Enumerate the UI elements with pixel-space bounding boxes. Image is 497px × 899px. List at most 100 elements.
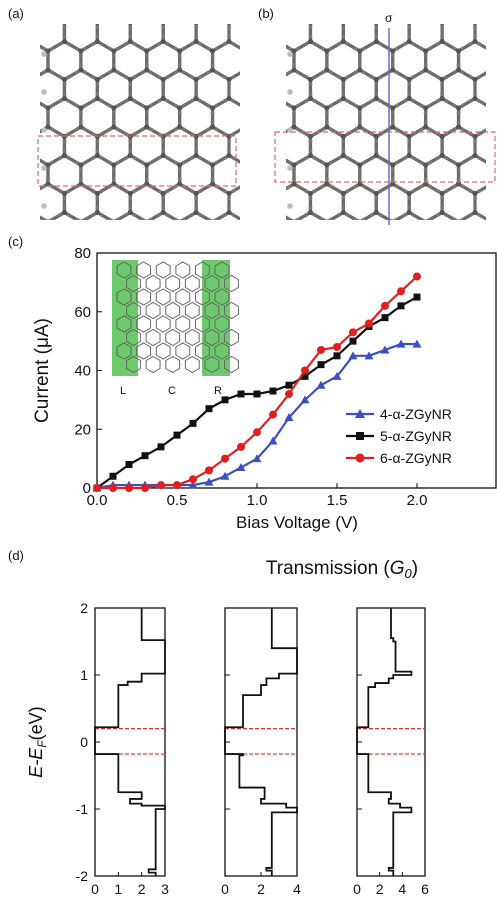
chain-atom	[62, 91, 67, 96]
carbon-atom	[160, 39, 166, 44]
chain-atom	[161, 205, 165, 210]
chain-atom	[460, 46, 465, 51]
chain-atom	[477, 156, 481, 160]
chain-atom	[308, 25, 313, 30]
chain-atom	[411, 189, 416, 193]
inset-hexagon	[165, 328, 181, 347]
data-point	[317, 361, 325, 369]
carbon-atom	[62, 191, 67, 196]
chain-atom	[460, 70, 465, 75]
carbon-atom	[177, 162, 183, 168]
chain-atom	[427, 184, 432, 189]
chain-atom	[112, 110, 116, 115]
carbon-atom	[45, 48, 51, 54]
chain-atom	[95, 25, 100, 30]
chain-atom	[124, 132, 128, 136]
carbon-atom	[177, 105, 183, 111]
carbon-atom	[357, 162, 363, 168]
chain-atom	[444, 42, 449, 46]
chain-atom	[58, 156, 63, 160]
chain-atom	[341, 139, 346, 144]
chain-atom	[190, 189, 194, 193]
chain-atom	[157, 156, 161, 160]
chain-atom	[116, 127, 120, 132]
structure-panel-a	[37, 24, 240, 220]
chain-atom	[341, 25, 346, 30]
chain-atom	[95, 205, 100, 210]
chain-atom	[304, 132, 309, 136]
y-tick-label: 40	[74, 363, 91, 380]
chain-atom	[194, 139, 198, 144]
carbon-atom	[340, 153, 346, 158]
chain-atom	[395, 103, 399, 108]
chain-atom	[341, 34, 346, 39]
data-point	[413, 272, 421, 281]
carbon-atom	[390, 105, 396, 111]
carbon-atom	[391, 219, 395, 220]
chain-atom	[239, 185, 240, 188]
carbon-atom	[127, 210, 133, 215]
chain-atom	[427, 70, 432, 75]
chain-atom	[149, 103, 153, 108]
carbon-atom	[144, 124, 150, 130]
inset-hexagon	[116, 261, 132, 279]
chain-atom	[419, 127, 424, 132]
chain-atom	[436, 189, 440, 193]
chain-atom	[329, 217, 333, 220]
chain-atom	[58, 132, 63, 136]
transmission-curve	[224, 608, 298, 876]
chain-atom	[320, 160, 325, 165]
chain-atom	[99, 42, 104, 46]
carbon-atom	[193, 191, 199, 196]
chain-atom	[206, 127, 211, 132]
chain-atom	[140, 217, 145, 220]
carbon-atom	[210, 162, 215, 168]
carbon-atom	[78, 48, 84, 54]
chain-atom	[157, 42, 161, 46]
carbon-atom	[94, 153, 100, 158]
chain-atom	[231, 75, 235, 79]
carbon-atom	[390, 67, 396, 73]
chain-atom	[374, 205, 379, 210]
chain-atom	[411, 132, 416, 136]
hydrogen-atom	[287, 165, 293, 171]
chain-atom	[58, 189, 63, 193]
carbon-atom	[374, 24, 379, 25]
chain-atom	[124, 99, 128, 103]
data-point	[413, 293, 421, 301]
chain-atom	[177, 53, 182, 58]
carbon-atom	[407, 24, 412, 25]
carbon-atom	[423, 48, 429, 54]
chain-atom	[362, 217, 366, 220]
carbon-atom	[111, 48, 117, 54]
chain-atom	[452, 70, 457, 75]
chain-atom	[79, 167, 83, 172]
chain-atom	[198, 189, 203, 193]
chain-atom	[140, 103, 145, 108]
chain-atom	[469, 42, 473, 46]
chain-atom	[312, 42, 317, 46]
transmission-curve	[94, 608, 166, 876]
carbon-atom	[423, 105, 429, 111]
chain-atom	[99, 189, 104, 193]
carbon-atom	[210, 48, 215, 54]
chain-atom	[444, 156, 449, 160]
carbon-atom	[440, 24, 444, 25]
chain-atom	[223, 75, 227, 79]
chain-atom	[95, 139, 100, 144]
inset-hexagon	[126, 274, 141, 293]
chain-atom	[214, 46, 219, 51]
chain-atom	[181, 46, 186, 51]
carbon-atom	[291, 67, 297, 73]
chain-atom	[91, 189, 96, 193]
carbon-atom	[177, 67, 183, 73]
chain-atom	[161, 91, 165, 96]
data-point	[301, 366, 309, 375]
carbon-atom	[472, 191, 478, 196]
y-tick-label: -1	[76, 801, 89, 817]
chain-atom	[165, 75, 170, 79]
chain-atom	[144, 177, 149, 182]
chain-atom	[296, 103, 300, 108]
carbon-atom	[79, 219, 83, 220]
chain-atom	[411, 42, 416, 46]
